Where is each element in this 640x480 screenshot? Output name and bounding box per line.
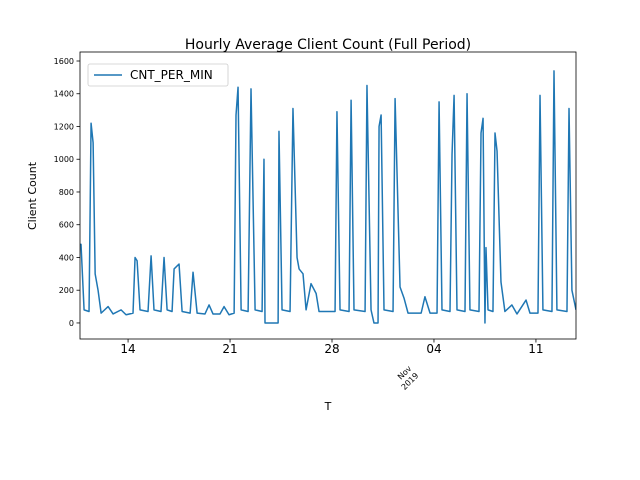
y-tick-label: 200 [59,286,74,295]
chart-title: Hourly Average Client Count (Full Period… [185,37,471,53]
legend-label: CNT_PER_MIN [130,68,213,82]
plot-frame [79,51,577,340]
x-axis-label: T [324,400,332,413]
y-tick-label: 800 [59,188,74,197]
x-tick-label: 04 [426,342,441,356]
x-tick-label: 21 [222,342,237,356]
y-tick-label: 1400 [54,90,74,99]
y-tick-label: 0 [69,319,74,328]
y-tick-label: 400 [59,253,74,262]
x-tick-label: 11 [528,342,543,356]
data-line [80,70,576,324]
y-tick-label: 1200 [54,122,74,131]
legend: CNT_PER_MIN [87,63,229,87]
x-tick-label: 28 [324,342,339,356]
x-tick-label: 14 [120,342,135,356]
legend-box [87,63,229,87]
y-tick-label: 1600 [54,57,74,66]
y-axis-label: Client Count [26,161,39,230]
y-tick-label: 600 [59,221,74,230]
y-tick-label: 1000 [54,155,74,164]
